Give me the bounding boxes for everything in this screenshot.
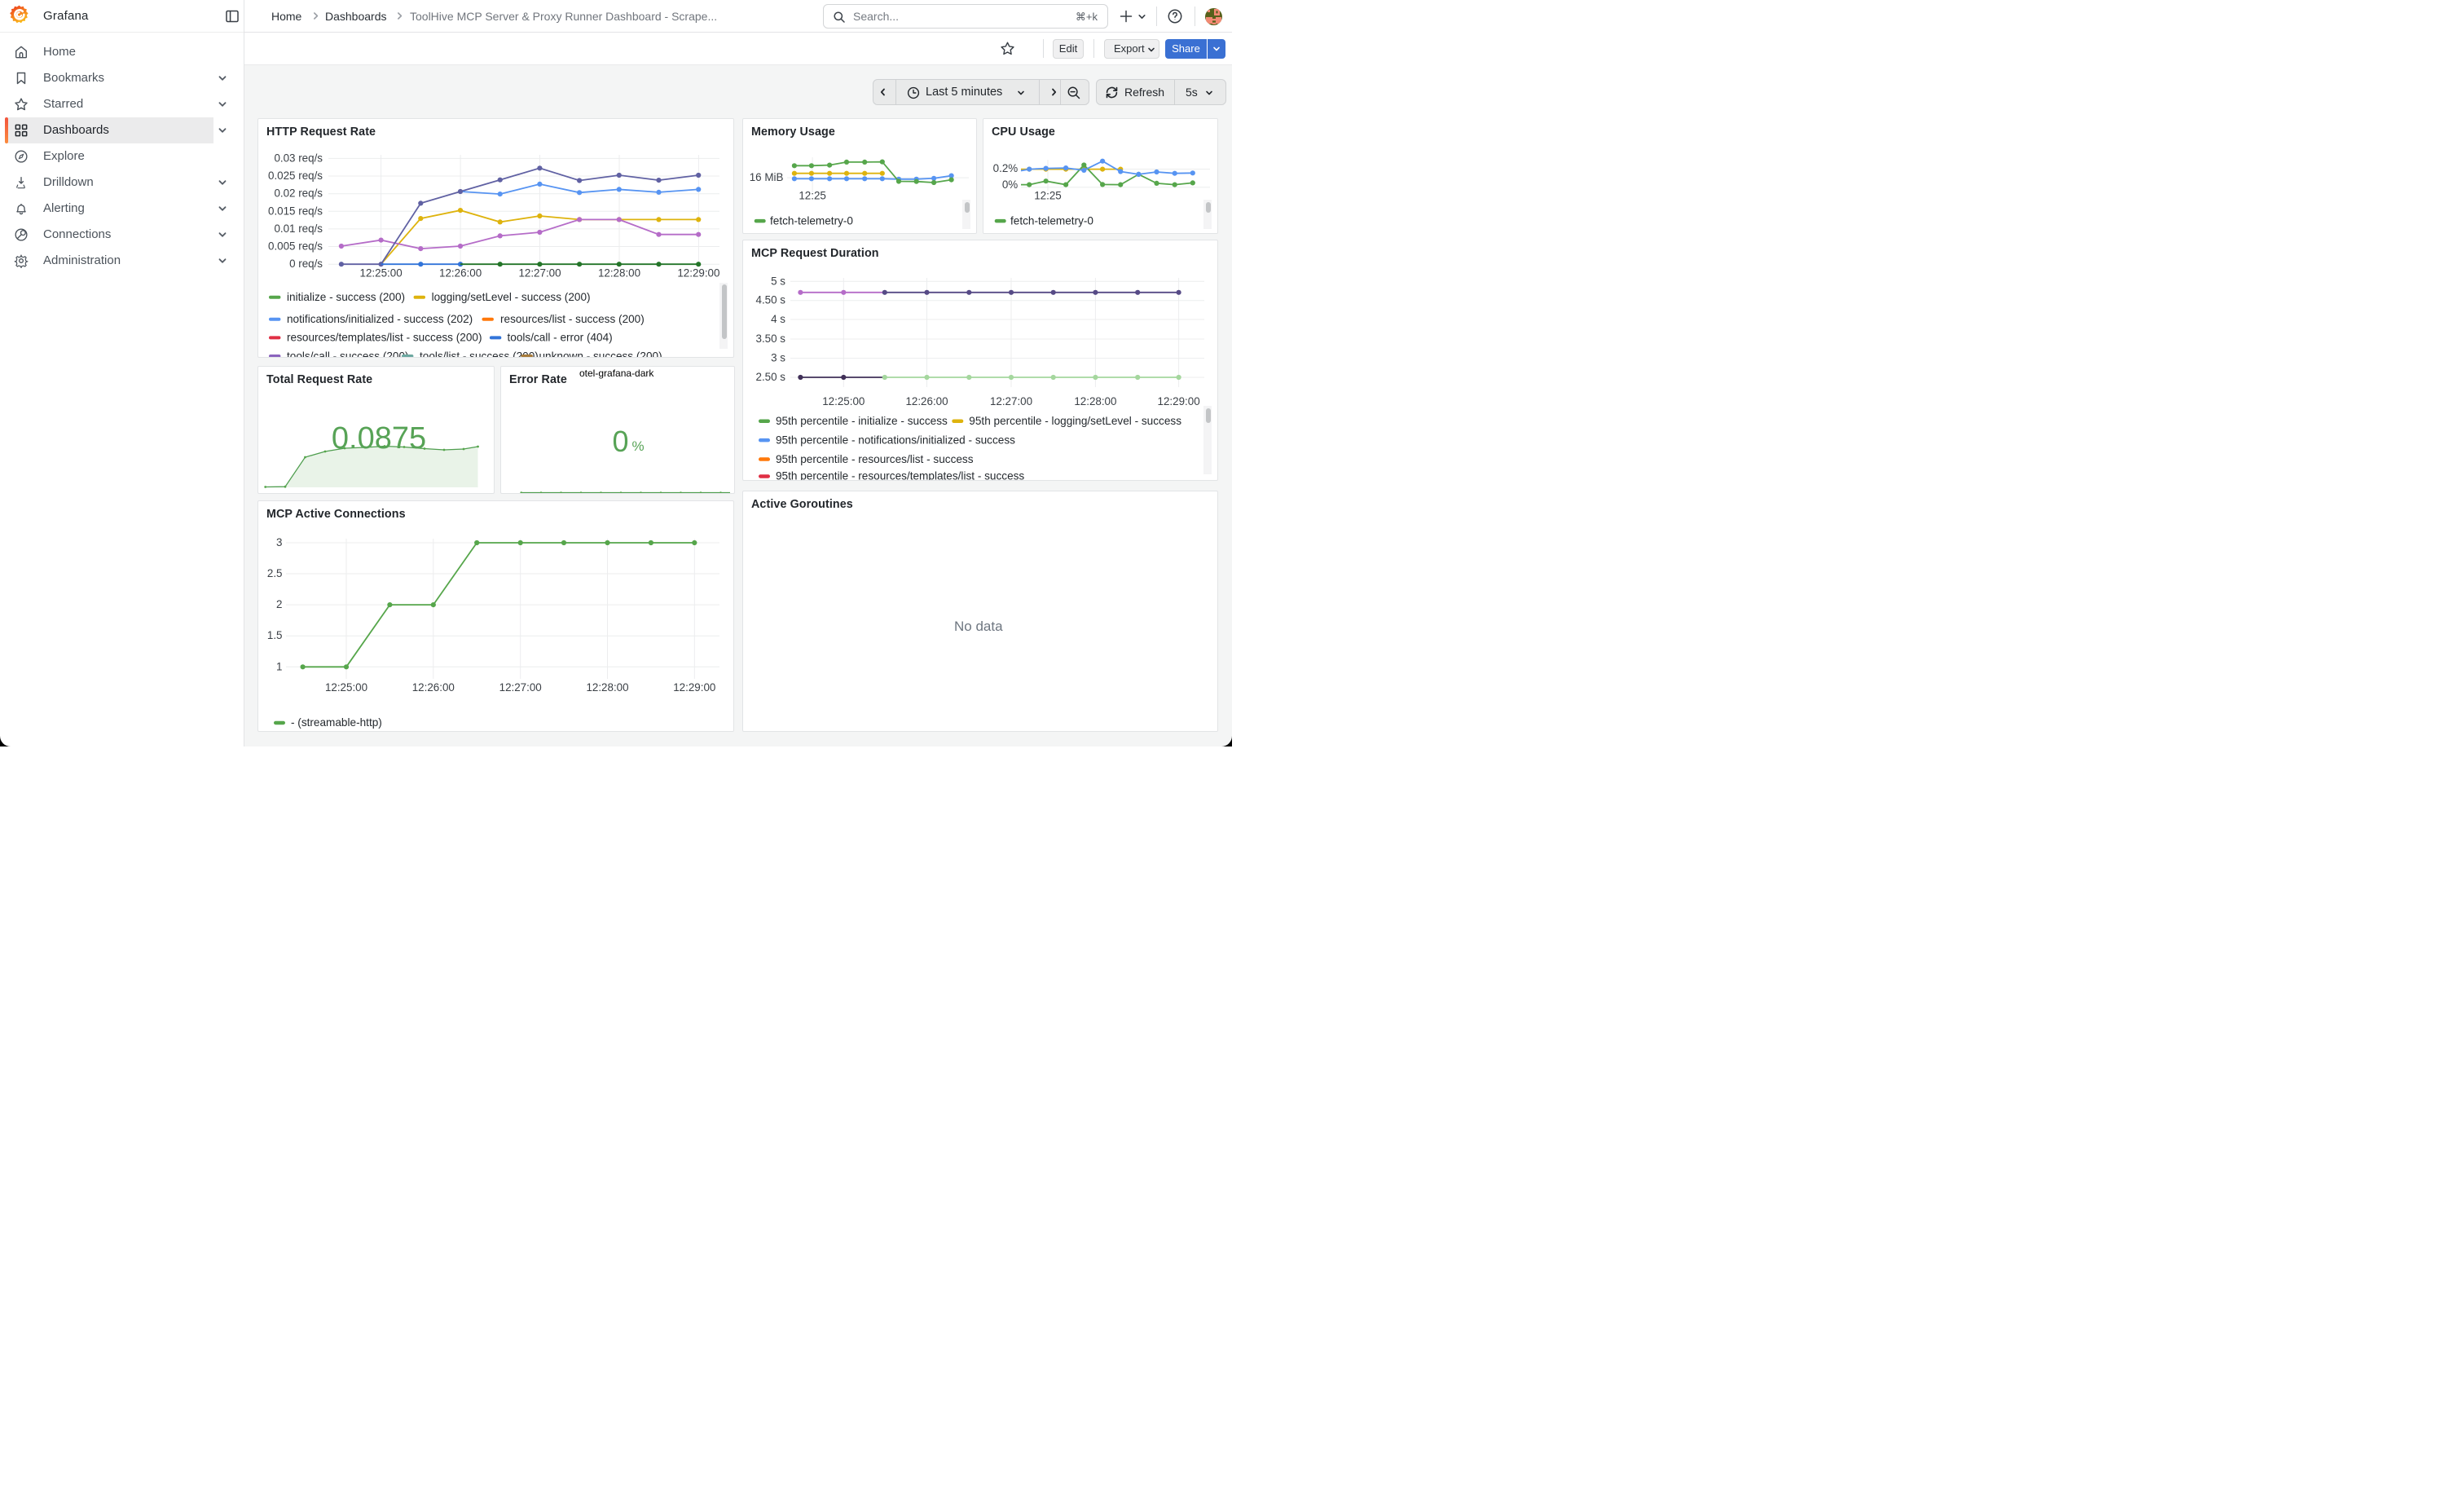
svg-text:0.005 req/s: 0.005 req/s	[268, 240, 323, 253]
svg-text:12:29:00: 12:29:00	[677, 267, 719, 280]
svg-text:3 s: 3 s	[771, 352, 785, 364]
svg-text:12:26:00: 12:26:00	[412, 681, 455, 694]
svg-text:1: 1	[276, 660, 282, 672]
svg-text:12:25: 12:25	[799, 189, 826, 201]
svg-text:tools/call - success (200): tools/call - success (200)	[287, 350, 409, 358]
svg-text:0.015 req/s: 0.015 req/s	[268, 205, 323, 217]
svg-text:12:25:00: 12:25:00	[822, 395, 865, 407]
svg-text:tools/call - error (404): tools/call - error (404)	[508, 332, 613, 344]
svg-text:0.01 req/s: 0.01 req/s	[274, 222, 323, 235]
svg-text:2.5: 2.5	[267, 567, 283, 579]
svg-text:0.2%: 0.2%	[993, 162, 1019, 174]
svg-text:12:25: 12:25	[1034, 189, 1062, 201]
svg-text:12:27:00: 12:27:00	[499, 681, 542, 694]
svg-text:12:26:00: 12:26:00	[905, 395, 948, 407]
svg-text:initialize - success (200): initialize - success (200)	[287, 291, 405, 303]
svg-text:0%: 0%	[1002, 178, 1018, 191]
svg-text:12:26:00: 12:26:00	[439, 267, 482, 280]
svg-text:0: 0	[612, 425, 628, 458]
svg-text:0.025 req/s: 0.025 req/s	[268, 170, 323, 182]
svg-text:95th percentile - notification: 95th percentile - notifications/initiali…	[776, 434, 1015, 446]
svg-text:notifications/initialized - su: notifications/initialized - success (202…	[287, 313, 473, 325]
svg-text:resources/templates/list - suc: resources/templates/list - success (200)	[287, 332, 482, 344]
svg-text:12:27:00: 12:27:00	[990, 395, 1032, 407]
svg-text:95th percentile - initialize -: 95th percentile - initialize - success	[776, 415, 948, 427]
svg-text:4.50 s: 4.50 s	[756, 294, 786, 306]
svg-text:fetch-telemetry-0: fetch-telemetry-0	[770, 214, 853, 227]
svg-text:unknown - success (200): unknown - success (200)	[539, 350, 662, 358]
svg-text:12:25:00: 12:25:00	[360, 267, 403, 280]
svg-text:12:29:00: 12:29:00	[1158, 395, 1200, 407]
svg-text:- (streamable-http): - (streamable-http)	[291, 716, 382, 729]
svg-text:16 MiB: 16 MiB	[750, 171, 784, 183]
svg-text:12:28:00: 12:28:00	[586, 681, 628, 694]
svg-text:0 req/s: 0 req/s	[289, 258, 323, 270]
svg-text:95th percentile - resources/te: 95th percentile - resources/templates/li…	[776, 470, 1024, 481]
svg-text:resources/list - success (200): resources/list - success (200)	[500, 313, 645, 325]
svg-text:fetch-telemetry-0: fetch-telemetry-0	[1010, 214, 1093, 227]
svg-text:0.02 req/s: 0.02 req/s	[274, 187, 323, 200]
svg-text:tools/list - success (200): tools/list - success (200)	[420, 350, 539, 358]
svg-text:12:25:00: 12:25:00	[325, 681, 367, 694]
svg-text:%: %	[632, 438, 645, 454]
svg-text:12:27:00: 12:27:00	[518, 267, 561, 280]
svg-text:5 s: 5 s	[771, 275, 785, 287]
svg-text:12:29:00: 12:29:00	[673, 681, 715, 694]
svg-text:2.50 s: 2.50 s	[756, 371, 786, 383]
svg-text:12:28:00: 12:28:00	[1074, 395, 1116, 407]
svg-text:12:28:00: 12:28:00	[598, 267, 640, 280]
svg-text:4 s: 4 s	[771, 313, 785, 325]
svg-text:0.0875: 0.0875	[332, 421, 426, 456]
svg-text:1.5: 1.5	[267, 629, 283, 641]
svg-text:3.50 s: 3.50 s	[756, 333, 786, 345]
svg-text:0.03 req/s: 0.03 req/s	[274, 152, 323, 164]
svg-text:2: 2	[276, 598, 282, 610]
svg-text:95th percentile - resources/li: 95th percentile - resources/list - succe…	[776, 453, 974, 465]
svg-text:3: 3	[276, 536, 282, 548]
svg-text:logging/setLevel - success (20: logging/setLevel - success (200)	[432, 291, 591, 303]
svg-text:95th percentile - logging/setL: 95th percentile - logging/setLevel - suc…	[969, 415, 1181, 427]
